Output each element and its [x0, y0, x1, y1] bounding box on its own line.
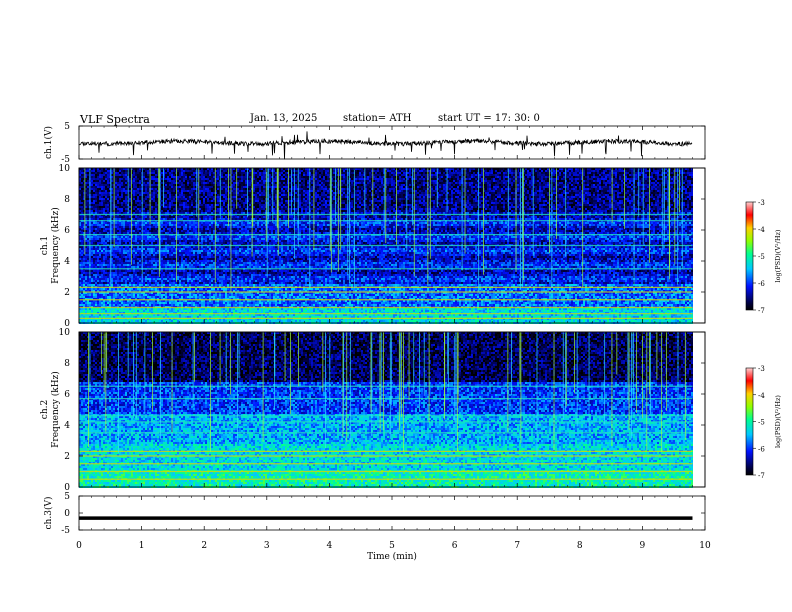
ch1-spectrogram-ytick-label: 2	[64, 288, 70, 298]
ch2-spectrogram-ytick-label: 8	[64, 359, 70, 369]
ch1-spectrogram-colorbar-tick-label: -7	[758, 307, 765, 315]
ch2-spectrogram-ylabel-channel: ch.2	[40, 400, 50, 419]
ch1-waveform-ylabel: ch.1(V)	[43, 126, 54, 159]
ch1-spectrogram-colorbar-label: log(PSD)(V²/Hz)	[774, 229, 782, 282]
ch2-spectrogram-colorbar	[746, 368, 753, 475]
ch1-spectrogram-colorbar-tick-label: -4	[758, 226, 765, 234]
ch1-spectrogram-colorbar	[746, 202, 753, 310]
x-tick-label: 0	[76, 541, 82, 551]
x-axis-label: Time (min)	[367, 551, 417, 562]
ch3-waveform-ylabel: ch.3(V)	[43, 497, 54, 530]
ch3-waveform-ytick-label: 0	[64, 509, 70, 519]
ch2-spectrogram-ytick-label: 6	[64, 390, 70, 400]
ch2-spectrogram-colorbar-label: log(PSD)(V²/Hz)	[774, 395, 782, 448]
ch2-spectrogram-ytick-label: 10	[59, 328, 71, 338]
ch1-waveform-ytick-label: 5	[64, 122, 70, 132]
ch1-spectrogram-ylabel-freq: Frequency (kHz)	[50, 207, 61, 284]
x-tick-label: 10	[699, 541, 711, 551]
ch2-spectrogram-ylabel-freq: Frequency (kHz)	[50, 371, 61, 448]
x-tick-label: 2	[201, 541, 207, 551]
x-tick-label: 8	[577, 541, 583, 551]
x-tick-label: 4	[327, 541, 333, 551]
ch1-spectrogram-ytick-label: 6	[64, 226, 70, 236]
ch2-spectrogram-colorbar-tick-label: -3	[758, 365, 765, 373]
ch3-waveform-ytick-label: 5	[64, 492, 70, 502]
ch3-waveform-ytick-label: -5	[61, 526, 70, 536]
x-tick-label: 7	[514, 541, 520, 551]
ch2-spectrogram-image	[79, 332, 693, 488]
vlf-figure: ch.1(V) 5-5ch.1 Frequency (kHz)0246810-3-4…	[0, 0, 792, 612]
ch2-spectrogram-ytick-label: 2	[64, 452, 70, 462]
ch1-spectrogram-ytick-label: 8	[64, 195, 70, 205]
x-tick-label: 1	[139, 541, 145, 551]
waveform-frame	[79, 496, 705, 530]
ch2-spectrogram-colorbar-tick-label: -5	[758, 419, 765, 427]
ch1-spectrogram-colorbar-tick-label: -3	[758, 199, 765, 207]
x-tick-label: 5	[389, 541, 395, 551]
ch1-spectrogram-ylabel-channel: ch.1	[40, 236, 50, 255]
ch2-spectrogram-colorbar-tick-label: -4	[758, 392, 765, 400]
ch1-spectrogram-colorbar-tick-label: -6	[758, 280, 765, 288]
ch1-spectrogram-ytick-label: 10	[59, 164, 71, 174]
ch2-spectrogram-colorbar-tick-label: -6	[758, 445, 765, 453]
x-tick-label: 3	[264, 541, 270, 551]
ch2-spectrogram-colorbar-tick-label: -7	[758, 472, 765, 480]
ch1-spectrogram-ytick-label: 4	[64, 257, 70, 267]
x-tick-label: 9	[640, 541, 646, 551]
x-tick-label: 6	[452, 541, 458, 551]
ch1-spectrogram-colorbar-tick-label: -5	[758, 253, 765, 261]
ch2-spectrogram-ytick-label: 4	[64, 421, 70, 431]
